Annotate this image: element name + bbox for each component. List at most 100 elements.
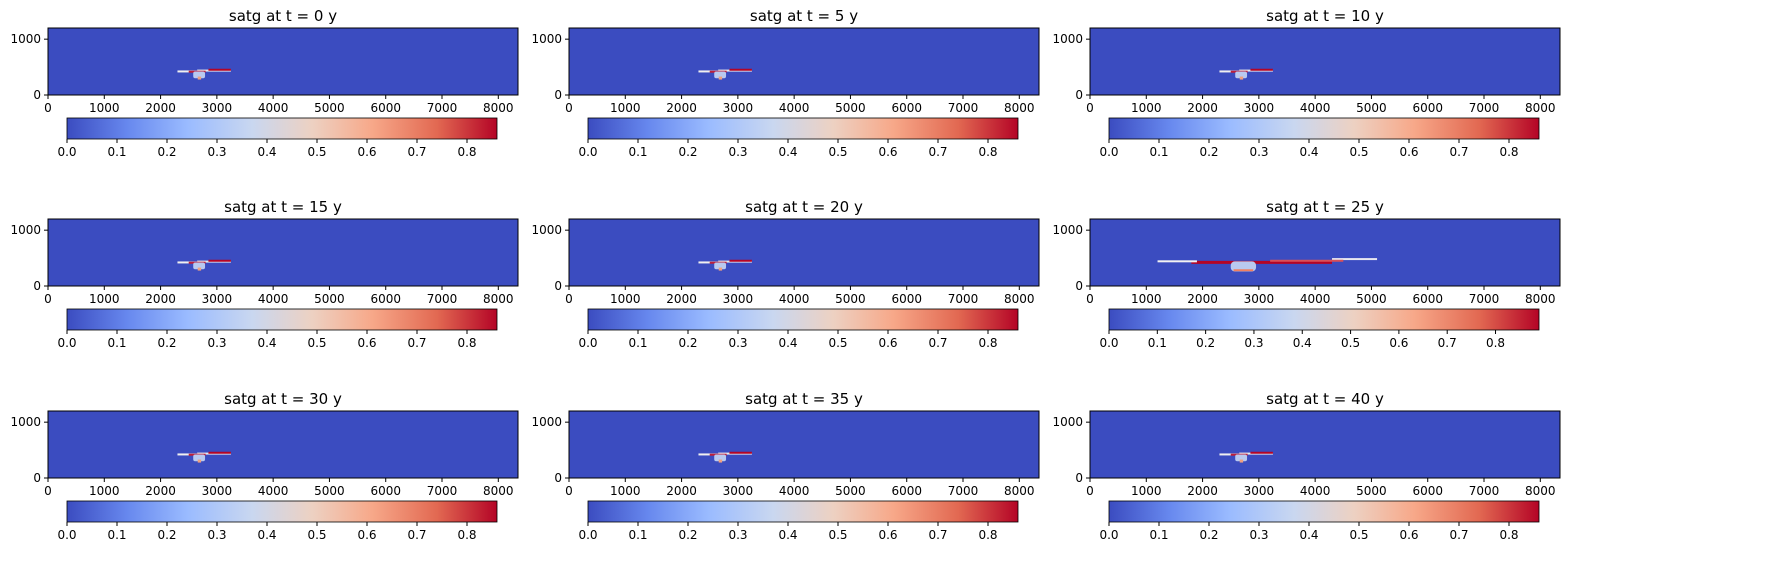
colorbar-tick-label: 0.0 bbox=[1099, 336, 1118, 350]
plume-layer bbox=[1219, 70, 1240, 73]
x-tick-label: 3000 bbox=[723, 484, 754, 498]
y-tick-label: 0 bbox=[554, 279, 562, 293]
plume-body bbox=[197, 267, 202, 271]
heatmap-field bbox=[1090, 219, 1560, 286]
subplot-title: satg at t = 25 y bbox=[1266, 198, 1384, 216]
colorbar-tick-label: 0.2 bbox=[678, 336, 697, 350]
colorbar-tick-label: 0.2 bbox=[157, 336, 176, 350]
colorbar-tick-label: 0.0 bbox=[57, 528, 76, 542]
heatmap-field bbox=[569, 28, 1039, 95]
colorbar-tick-label: 0.0 bbox=[57, 145, 76, 159]
plume-layer bbox=[177, 70, 198, 73]
x-tick-label: 5000 bbox=[835, 101, 866, 115]
colorbar-tick-label: 0.5 bbox=[307, 528, 326, 542]
y-tick-label: 0 bbox=[554, 88, 562, 102]
axes-frame bbox=[47, 410, 519, 479]
colorbar-tick-label: 0.0 bbox=[57, 336, 76, 350]
co2-plume bbox=[177, 451, 231, 463]
plume-body bbox=[1235, 454, 1248, 462]
axes-frame bbox=[47, 218, 519, 287]
colorbar-tick-label: 0.6 bbox=[878, 528, 897, 542]
colorbar bbox=[1108, 117, 1540, 140]
x-tick-label: 0 bbox=[44, 292, 52, 306]
plume-layer bbox=[698, 70, 719, 73]
heatmap-field bbox=[569, 219, 1039, 286]
x-tick-label: 6000 bbox=[370, 484, 401, 498]
colorbar bbox=[1108, 500, 1540, 523]
plume-body bbox=[718, 76, 723, 80]
x-tick-label: 8000 bbox=[483, 292, 514, 306]
x-tick-label: 7000 bbox=[1469, 484, 1500, 498]
subplot-5: satg at t = 25 y 0 1000 2000 3000 4000 5000 600… bbox=[1052, 198, 1561, 350]
plume-body bbox=[1233, 269, 1254, 272]
plume-layer bbox=[698, 261, 719, 264]
subplot-6: satg at t = 30 y 0 1000 2000 3000 4000 5000 600… bbox=[10, 390, 519, 542]
colorbar bbox=[66, 117, 498, 140]
plume-layer bbox=[1191, 260, 1333, 264]
y-tick-label: 0 bbox=[33, 279, 41, 293]
x-tick-label: 4000 bbox=[779, 292, 810, 306]
plume-body bbox=[1239, 76, 1244, 80]
heatmap-field bbox=[1090, 28, 1560, 95]
x-tick-label: 3000 bbox=[202, 101, 233, 115]
x-tick-label: 0 bbox=[1086, 484, 1094, 498]
colorbar-tick-label: 0.5 bbox=[307, 145, 326, 159]
x-tick-label: 1000 bbox=[1131, 101, 1162, 115]
x-tick-label: 0 bbox=[565, 484, 573, 498]
subplot-title: satg at t = 10 y bbox=[1266, 7, 1384, 25]
subplot-title: satg at t = 15 y bbox=[224, 198, 342, 216]
co2-plume bbox=[1157, 258, 1378, 272]
colorbar-tick-label: 0.8 bbox=[978, 528, 997, 542]
plume-layer bbox=[729, 68, 752, 71]
colorbar-tick-label: 0.7 bbox=[407, 528, 426, 542]
plume-body bbox=[718, 459, 723, 463]
plume-body bbox=[1239, 459, 1244, 463]
y-tick-label: 0 bbox=[1075, 471, 1083, 485]
subplot-title: satg at t = 40 y bbox=[1266, 390, 1384, 408]
plume-layer bbox=[698, 453, 719, 456]
x-tick-label: 7000 bbox=[1469, 101, 1500, 115]
colorbar-tick-label: 0.1 bbox=[1149, 528, 1168, 542]
x-tick-label: 2000 bbox=[1187, 101, 1218, 115]
heatmap-field bbox=[569, 411, 1039, 478]
x-tick-label: 4000 bbox=[1300, 292, 1331, 306]
colorbar bbox=[587, 308, 1019, 331]
x-tick-label: 6000 bbox=[891, 292, 922, 306]
y-tick-label: 0 bbox=[1075, 279, 1083, 293]
plume-layer bbox=[208, 68, 231, 71]
colorbar-tick-label: 0.5 bbox=[828, 336, 847, 350]
colorbar-tick-label: 0.6 bbox=[878, 145, 897, 159]
y-tick-label: 1000 bbox=[1052, 223, 1083, 237]
subplot-title: satg at t = 20 y bbox=[745, 198, 863, 216]
colorbar-tick-label: 0.7 bbox=[407, 145, 426, 159]
x-tick-label: 7000 bbox=[1469, 292, 1500, 306]
plume-body bbox=[718, 267, 723, 271]
x-tick-label: 8000 bbox=[1004, 484, 1035, 498]
colorbar-tick-label: 0.5 bbox=[828, 145, 847, 159]
x-tick-label: 4000 bbox=[779, 101, 810, 115]
x-tick-label: 7000 bbox=[948, 292, 979, 306]
y-tick-label: 1000 bbox=[531, 223, 562, 237]
x-tick-label: 1000 bbox=[610, 101, 641, 115]
plume-layer bbox=[1157, 260, 1197, 263]
x-tick-label: 8000 bbox=[1525, 292, 1556, 306]
colorbar-tick-label: 0.1 bbox=[628, 528, 647, 542]
x-tick-label: 5000 bbox=[1356, 292, 1387, 306]
x-tick-label: 4000 bbox=[1300, 484, 1331, 498]
heatmap-field bbox=[48, 411, 518, 478]
plume-layer bbox=[1250, 451, 1273, 454]
axes-frame bbox=[568, 27, 1040, 96]
co2-plume bbox=[698, 68, 752, 80]
x-tick-label: 0 bbox=[565, 101, 573, 115]
colorbar-tick-label: 0.4 bbox=[257, 145, 276, 159]
plume-body bbox=[193, 454, 206, 462]
colorbar-tick-label: 0.8 bbox=[1499, 145, 1518, 159]
colorbar-tick-label: 0.2 bbox=[1199, 528, 1218, 542]
x-tick-label: 0 bbox=[565, 292, 573, 306]
x-tick-label: 6000 bbox=[1412, 101, 1443, 115]
x-tick-label: 7000 bbox=[427, 292, 458, 306]
x-tick-label: 1000 bbox=[89, 292, 120, 306]
subplot-0: satg at t = 0 y 0 1000 2000 3000 4000 5000 6000… bbox=[10, 7, 519, 159]
colorbar-tick-label: 0.8 bbox=[978, 336, 997, 350]
